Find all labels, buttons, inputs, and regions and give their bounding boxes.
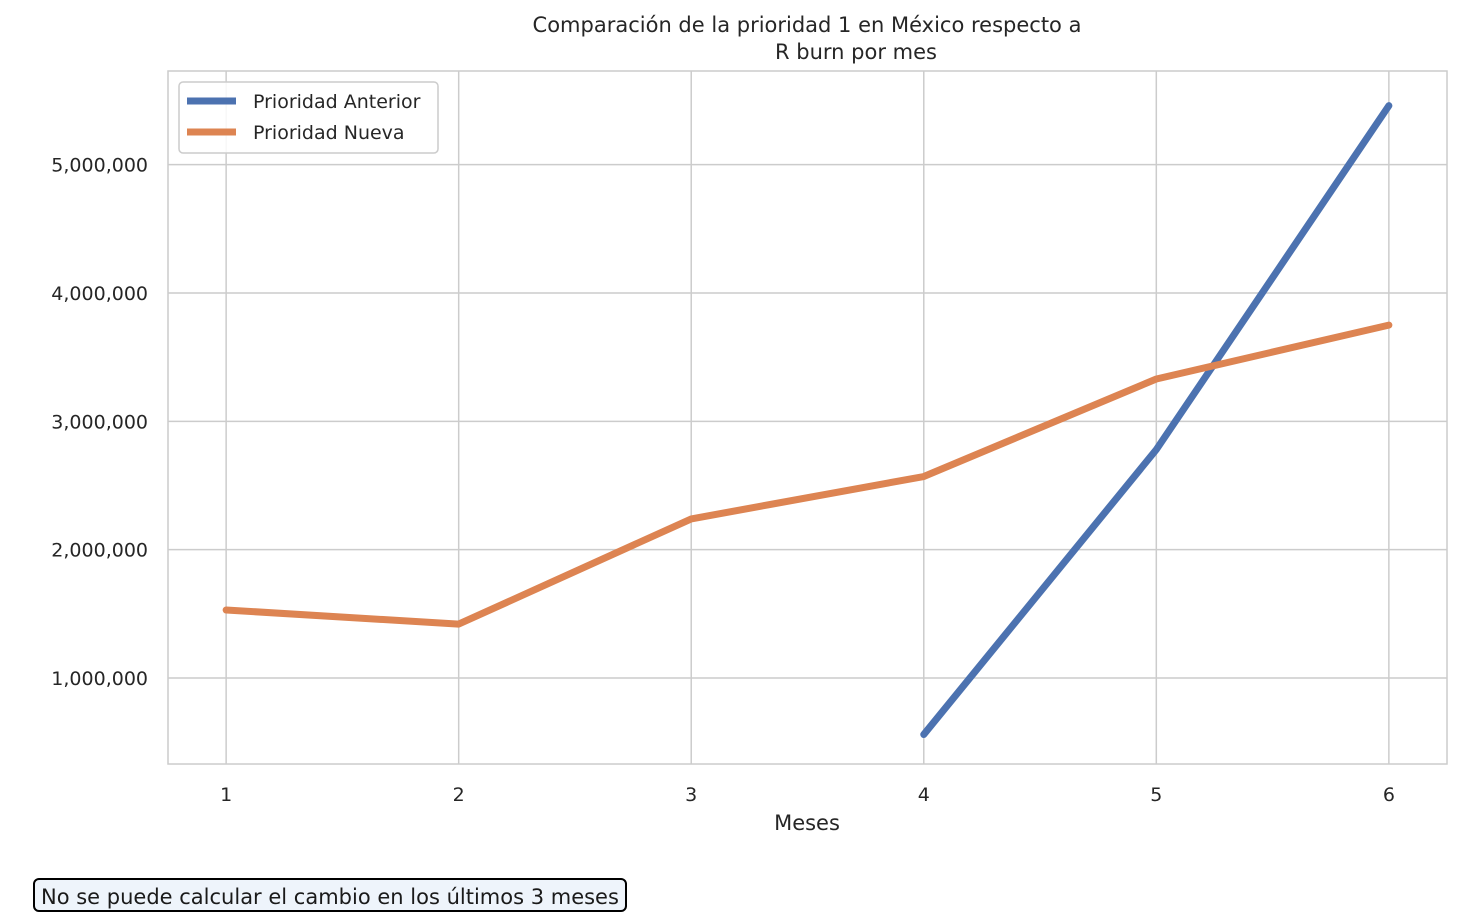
grid (168, 71, 1447, 764)
x-tick-label: 2 (453, 784, 465, 806)
y-tick-labels: 1,000,000 2,000,000 3,000,000 4,000,000 5,00… (51, 155, 148, 690)
y-tick-label: 1,000,000 (51, 668, 148, 690)
legend-box (178, 81, 439, 154)
x-tick-labels: 1 2 3 4 5 6 (220, 784, 1395, 806)
x-tick-label: 1 (220, 784, 232, 806)
plot-frame (167, 70, 1448, 765)
y-tick-label: 5,000,000 (51, 155, 148, 177)
y-tick-label: 2,000,000 (51, 540, 148, 562)
x-tick-label: 6 (1383, 784, 1395, 806)
series-lines (222, 102, 1393, 738)
y-tick-label: 3,000,000 (51, 411, 148, 433)
x-tick-label: 3 (685, 784, 697, 806)
legend: Prioridad Anterior Prioridad Nueva (178, 81, 439, 154)
legend-label: Prioridad Nueva (253, 122, 405, 144)
x-tick-label: 4 (918, 784, 930, 806)
info-note: No se puede calcular el cambio en los úl… (33, 878, 627, 912)
chart-title-line-2: R burn por mes (775, 40, 937, 64)
chart-title-line-1: Comparación de la prioridad 1 en México … (533, 13, 1082, 37)
legend-label: Prioridad Anterior (253, 91, 421, 113)
series-line-2 (222, 321, 1393, 628)
series-line-1 (920, 102, 1393, 738)
x-tick-label: 5 (1150, 784, 1162, 806)
y-tick-label: 4,000,000 (51, 283, 148, 305)
x-axis-label: Meses (774, 811, 840, 835)
